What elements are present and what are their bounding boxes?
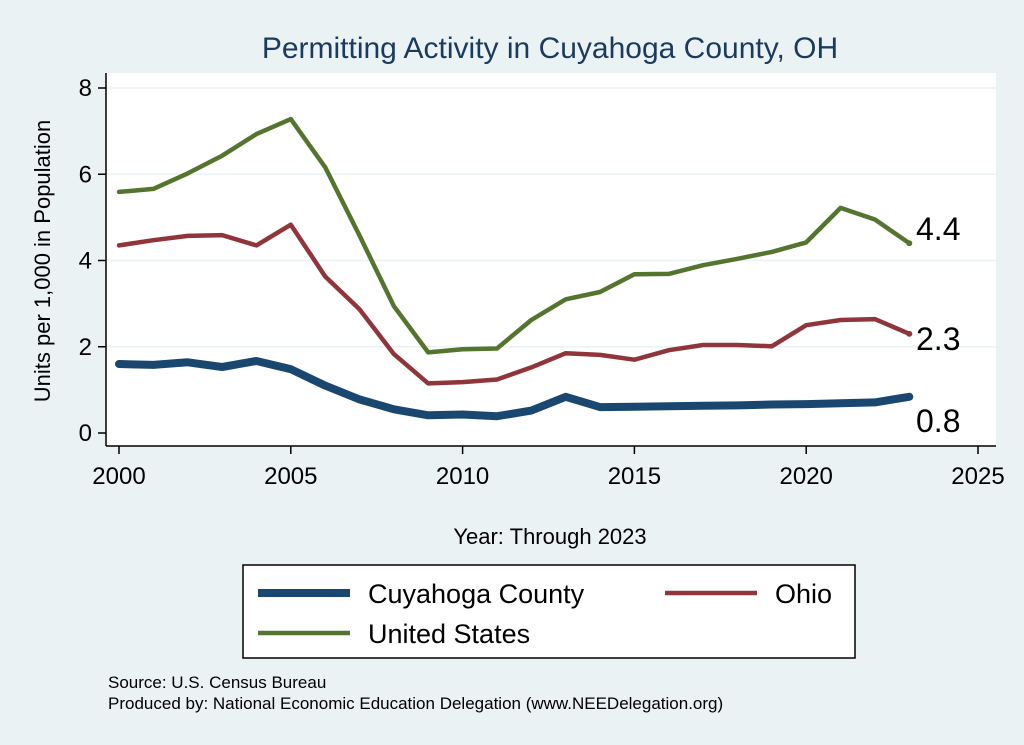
legend-box	[242, 564, 856, 659]
series-end-point-united-states	[906, 240, 913, 247]
grid-lines	[106, 87, 996, 348]
y-tick-label-8: 8	[79, 75, 92, 102]
series-end-point-cuyahoga-county	[906, 393, 913, 400]
series-line-united-states	[116, 116, 912, 355]
x-tick-label-2015: 2015	[608, 463, 661, 490]
y-tick-label-4: 4	[79, 248, 92, 275]
y-tick-label-2: 2	[79, 334, 92, 361]
axes	[105, 73, 996, 447]
x-tick-label-2025: 2025	[951, 463, 1004, 490]
legend-label-united-states: United States	[368, 619, 530, 649]
ticks: 0 2 4 6 8 2000 2005 2010 2015 2020 2025	[79, 75, 1005, 490]
x-axis-title: Year: Through 2023	[453, 524, 646, 549]
series-end-point-ohio	[906, 330, 913, 337]
end-labels: 0.8 2.3 4.4	[916, 211, 960, 439]
y-tick-label-0: 0	[79, 420, 92, 447]
produced-by-note: Produced by: National Economic Education…	[108, 694, 723, 713]
x-tick-label-2000: 2000	[92, 463, 145, 490]
legend-label-cuyahoga-county: Cuyahoga County	[368, 579, 585, 609]
plot-area	[106, 73, 996, 446]
chart-title: Permitting Activity in Cuyahoga County, …	[262, 32, 838, 65]
end-label-united-states: 4.4	[916, 211, 960, 247]
series-lines	[115, 116, 914, 421]
x-tick-label-2020: 2020	[780, 463, 833, 490]
x-tick-label-2005: 2005	[264, 463, 317, 490]
legend: Cuyahoga County Ohio United States	[258, 579, 832, 649]
legend-label-ohio: Ohio	[775, 579, 832, 609]
x-tick-label-2010: 2010	[436, 463, 489, 490]
y-axis-title: Units per 1,000 in Population	[30, 120, 55, 403]
end-label-cuyahoga-county: 0.8	[916, 403, 960, 439]
source-note: Source: U.S. Census Bureau	[108, 673, 326, 692]
series-line-cuyahoga-county	[115, 357, 914, 421]
series-line-ohio	[116, 222, 912, 386]
y-tick-label-6: 6	[79, 161, 92, 188]
end-label-ohio: 2.3	[916, 321, 960, 357]
